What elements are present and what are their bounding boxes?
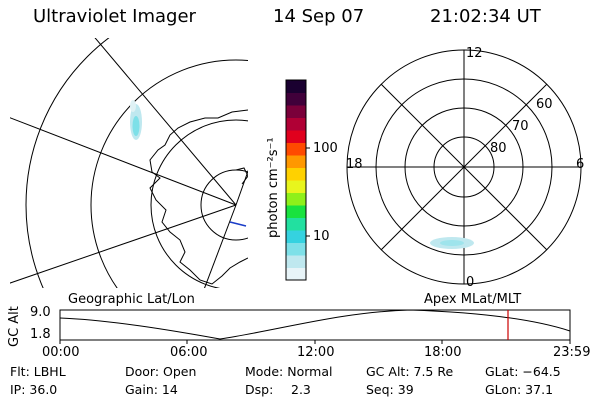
glon-info: GLon: 37.1	[485, 382, 554, 397]
aurora-right	[430, 237, 474, 249]
altitude-ymin: 1.8	[30, 327, 51, 342]
x-tick-label: 18:00	[424, 345, 462, 360]
time-label: 21:02:34 UT	[430, 6, 541, 27]
meridian-line	[10, 204, 237, 284]
colorbar-swatch	[286, 155, 306, 168]
aurora-left	[130, 100, 142, 140]
altitude-ymax: 9.0	[30, 305, 51, 320]
colorbar-swatch	[286, 167, 306, 181]
colorbar-swatch	[286, 180, 306, 193]
dsp-value: 2.3	[291, 382, 311, 397]
mode-info: Mode: Normal	[245, 364, 333, 379]
colorbar-swatch	[286, 130, 306, 143]
colorbar-tick-10: 10	[313, 229, 330, 244]
mlt-label-0: 0	[466, 275, 475, 290]
colorbar-frame	[285, 79, 307, 281]
coastline	[149, 109, 248, 285]
colorbar-swatch	[286, 117, 306, 131]
lat-circle	[25, 38, 110, 288]
coastline-detail	[235, 167, 248, 185]
x-ticks	[59, 340, 571, 344]
meridian-line	[235, 169, 248, 206]
dsp-label: Dsp:	[245, 382, 274, 397]
gc-alt-info: GC Alt: 7.5 Re	[366, 364, 454, 379]
filter-info: Flt: LBHL	[10, 364, 66, 379]
colorbar-swatch	[286, 142, 306, 156]
gain-info: Gain: 14	[125, 382, 178, 397]
seq-info: Seq: 39	[366, 382, 414, 397]
door-info: Door: Open	[125, 364, 197, 379]
meridian-line	[10, 117, 237, 206]
date-label: 14 Sep 07	[273, 6, 365, 27]
colorbar-swatch	[286, 230, 306, 243]
colorbar-unit-label: photon cm⁻²s⁻¹	[266, 137, 281, 238]
altitude-plot-frame	[59, 309, 571, 341]
altitude-curve	[59, 309, 571, 340]
ip-info: IP: 36.0	[10, 382, 58, 397]
right-panel-caption: Apex MLat/MLT	[424, 292, 522, 307]
x-tick-label: 23:59	[553, 345, 591, 360]
colorbar-swatch	[286, 217, 306, 231]
mlat-label-60: 60	[536, 97, 553, 112]
colorbar-swatch	[286, 92, 306, 106]
colorbar	[285, 79, 310, 281]
mlt-label-18: 18	[346, 157, 363, 172]
meridian-line	[94, 38, 237, 206]
altitude-ylabel: GC Alt	[7, 306, 22, 347]
colorbar-swatch	[286, 267, 306, 281]
mlt-diagonal	[380, 83, 548, 251]
lat-circle	[150, 119, 248, 288]
colorbar-swatch	[286, 80, 306, 93]
x-tick-label: 06:00	[170, 345, 208, 360]
meridian-line	[204, 204, 237, 288]
mlat-label-80: 80	[490, 141, 507, 156]
glat-info: GLat: −64.5	[485, 364, 561, 379]
colorbar-swatch	[286, 105, 306, 118]
colorbar-tick-100: 100	[313, 141, 338, 156]
x-tick-label: 00:00	[42, 345, 80, 360]
lat-circle	[90, 59, 248, 288]
polar-dial	[346, 49, 582, 285]
instrument-title: Ultraviolet Imager	[33, 6, 196, 27]
mlt-label-6: 6	[576, 157, 585, 172]
left-panel-caption: Geographic Lat/Lon	[68, 292, 195, 307]
colorbar-swatch	[286, 242, 306, 256]
mlt-label-12: 12	[466, 46, 483, 61]
mlat-label-70: 70	[512, 119, 529, 134]
colorbar-swatch	[286, 192, 306, 206]
colorbar-swatch	[286, 255, 306, 268]
x-tick-label: 12:00	[297, 345, 335, 360]
marker-line	[229, 221, 247, 227]
colorbar-swatch	[286, 205, 306, 218]
